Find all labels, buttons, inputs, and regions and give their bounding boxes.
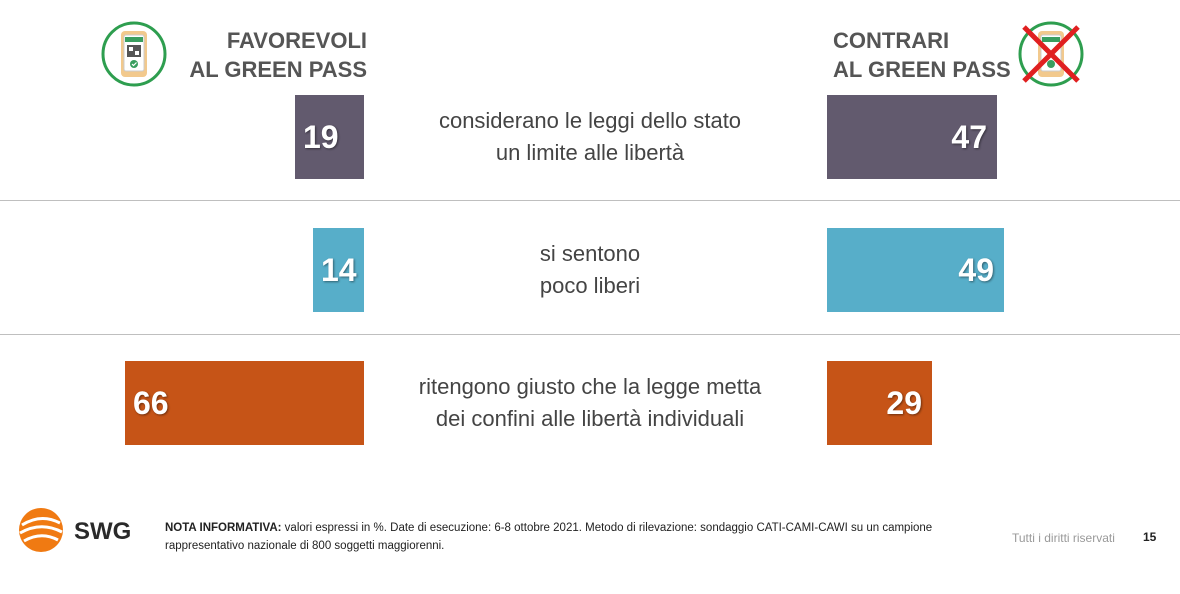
category-label-3: ritengono giusto che la legge metta dei c…	[380, 371, 800, 435]
category-label-line: ritengono giusto che la legge metta	[418, 374, 762, 399]
value-label-favorevoli-1: 19	[303, 119, 339, 155]
value-label-contrari-3: 29	[886, 385, 922, 421]
row-separator	[0, 200, 1180, 201]
nota-informativa: NOTA INFORMATIVA: valori espressi in %. …	[165, 519, 985, 555]
header-contrari: CONTRARI AL GREEN PASS	[833, 26, 1023, 84]
swg-logo: SWG	[16, 505, 140, 555]
bar-favorevoli-2: 14	[313, 228, 364, 312]
category-label-line: un limite alle libertà	[495, 140, 685, 165]
logo-text: SWG	[74, 518, 131, 545]
header-right-line-1: CONTRARI	[833, 28, 950, 53]
header-right-line-2: AL GREEN PASS	[833, 57, 1011, 82]
rights-text: Tutti i diritti riservati	[1012, 531, 1115, 545]
header-left-line-1: FAVOREVOLI	[226, 28, 367, 53]
green-pass-phone-icon	[101, 21, 167, 87]
bar-favorevoli-3: 66	[125, 361, 364, 445]
bar-contrari-3: 29	[827, 361, 932, 445]
category-label-line: considerano le leggi dello stato	[438, 108, 742, 133]
bar-contrari-1: 47	[827, 95, 997, 179]
header-left-line-2: AL GREEN PASS	[189, 57, 367, 82]
category-label-line: poco liberi	[539, 273, 641, 298]
category-label-1: considerano le leggi dello stato un limit…	[380, 105, 800, 169]
bar-contrari-2: 49	[827, 228, 1004, 312]
note-label: NOTA INFORMATIVA:	[165, 522, 282, 534]
green-pass-phone-crossed-icon	[1018, 21, 1084, 87]
page-number: 15	[1143, 530, 1157, 544]
value-label-favorevoli-3: 66	[133, 385, 169, 421]
value-label-contrari-2: 49	[958, 252, 994, 288]
value-label-contrari-1: 47	[951, 119, 987, 155]
bar-favorevoli-1: 19	[295, 95, 364, 179]
category-label-line: si sentono	[539, 241, 641, 266]
category-label-2: si sentono poco liberi	[380, 238, 800, 302]
category-label-line: dei confini alle libertà individuali	[435, 406, 745, 431]
row-separator	[0, 334, 1180, 335]
header-favorevoli: FAVOREVOLI AL GREEN PASS	[160, 26, 367, 84]
note-text: valori espressi in %. Date di esecuzione…	[165, 522, 933, 552]
value-label-favorevoli-2: 14	[321, 252, 357, 288]
